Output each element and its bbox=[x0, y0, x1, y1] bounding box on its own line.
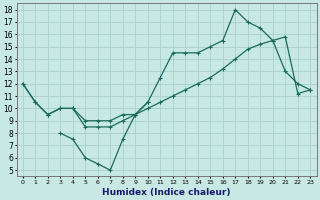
X-axis label: Humidex (Indice chaleur): Humidex (Indice chaleur) bbox=[102, 188, 231, 197]
